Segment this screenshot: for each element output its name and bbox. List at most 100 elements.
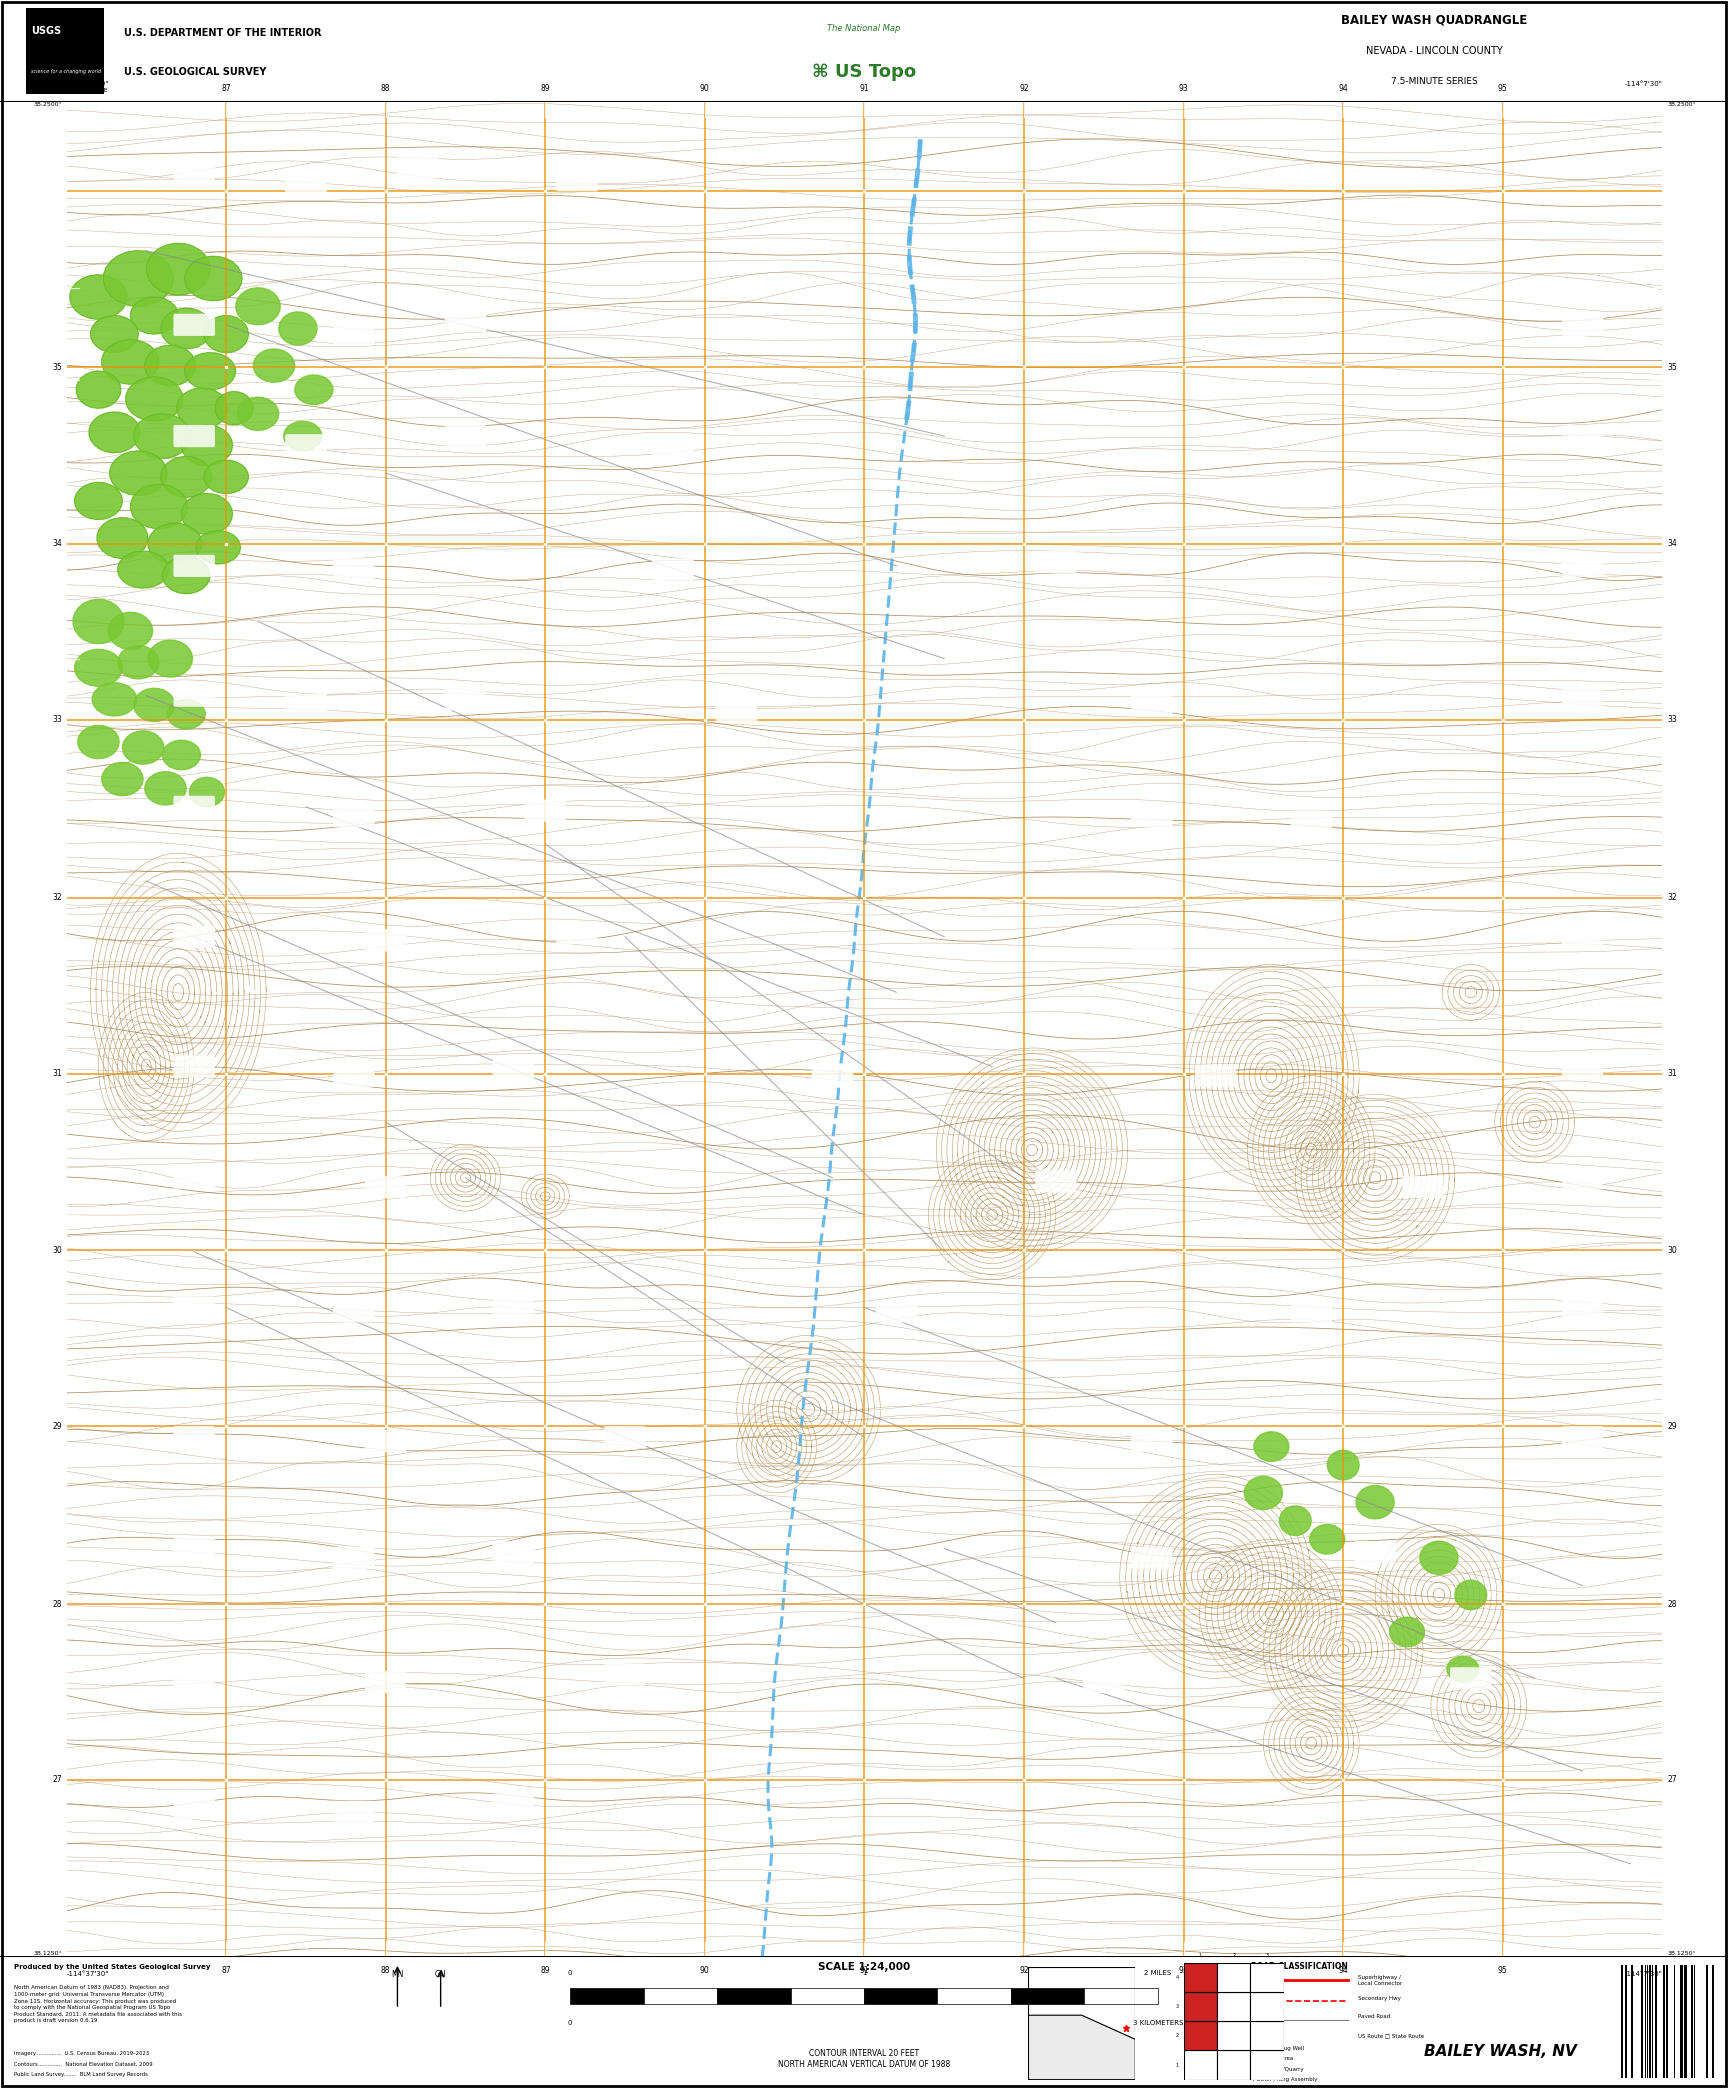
FancyBboxPatch shape (334, 557, 375, 580)
Polygon shape (147, 244, 211, 294)
Text: 91: 91 (859, 84, 869, 94)
Text: ⌘ US Topo: ⌘ US Topo (812, 63, 916, 81)
Text: 28: 28 (52, 1599, 62, 1608)
FancyBboxPatch shape (1562, 685, 1604, 706)
Text: 90: 90 (700, 1965, 710, 1975)
Polygon shape (162, 739, 200, 770)
FancyBboxPatch shape (173, 796, 214, 818)
Polygon shape (92, 683, 137, 716)
FancyBboxPatch shape (334, 1065, 375, 1088)
Bar (1655, 1965, 1657, 2078)
FancyBboxPatch shape (1130, 693, 1172, 716)
FancyBboxPatch shape (651, 434, 693, 457)
Text: 29: 29 (1668, 1422, 1676, 1430)
Polygon shape (161, 457, 213, 497)
Bar (1184, 1963, 1217, 1992)
Polygon shape (181, 493, 233, 535)
FancyBboxPatch shape (334, 806, 375, 827)
Text: 1: 1 (1175, 2063, 1178, 2067)
Text: Paved Road: Paved Road (1358, 2015, 1391, 2019)
Polygon shape (73, 599, 124, 643)
FancyBboxPatch shape (1562, 426, 1604, 447)
Text: 2: 2 (1175, 2034, 1178, 2038)
Text: 35: 35 (52, 363, 62, 372)
FancyBboxPatch shape (334, 1800, 375, 1823)
FancyBboxPatch shape (173, 1666, 214, 1689)
Bar (1251, 2050, 1284, 2080)
FancyBboxPatch shape (492, 1059, 534, 1082)
FancyBboxPatch shape (651, 557, 693, 580)
FancyBboxPatch shape (1291, 1301, 1332, 1322)
Text: US Route □ State Route: US Route □ State Route (1358, 2034, 1424, 2038)
Text: 92: 92 (1020, 84, 1028, 94)
FancyBboxPatch shape (173, 1537, 214, 1560)
FancyBboxPatch shape (1035, 1169, 1077, 1192)
Text: 89: 89 (541, 84, 550, 94)
Text: 30: 30 (52, 1247, 62, 1255)
FancyBboxPatch shape (1035, 551, 1077, 574)
FancyBboxPatch shape (1562, 1054, 1604, 1077)
Polygon shape (71, 276, 128, 319)
Text: BAILEY WASH QUADRANGLE: BAILEY WASH QUADRANGLE (1341, 15, 1528, 27)
Polygon shape (1244, 1476, 1282, 1510)
Text: 33: 33 (52, 716, 62, 725)
Polygon shape (126, 376, 183, 422)
FancyBboxPatch shape (1562, 1426, 1604, 1449)
Polygon shape (237, 397, 278, 430)
Text: 0: 0 (569, 2019, 572, 2025)
Polygon shape (1455, 1581, 1486, 1610)
Bar (937, 1988, 1011, 2004)
Polygon shape (76, 372, 121, 407)
Text: Imagery................  U.S. Census Bureau, 2019–2023: Imagery................ U.S. Census Bure… (14, 2050, 149, 2057)
FancyBboxPatch shape (173, 1426, 214, 1449)
Text: 33: 33 (1668, 716, 1676, 725)
FancyBboxPatch shape (173, 165, 214, 188)
Polygon shape (102, 762, 143, 796)
Polygon shape (214, 393, 254, 424)
Text: 3 Gravel Pit/Quarry: 3 Gravel Pit/Quarry (1251, 2067, 1303, 2071)
Text: North American Datum of 1983 (NAD83). Projection and
1000-meter grid: Universal : North American Datum of 1983 (NAD83). Pr… (14, 1986, 181, 2023)
Polygon shape (1310, 1524, 1344, 1553)
FancyBboxPatch shape (1355, 1541, 1396, 1564)
Polygon shape (185, 257, 242, 301)
Polygon shape (104, 251, 173, 307)
Polygon shape (190, 777, 225, 806)
FancyBboxPatch shape (365, 1430, 406, 1451)
Text: -114°7'30": -114°7'30" (1624, 1971, 1662, 1977)
FancyBboxPatch shape (173, 313, 214, 336)
Bar (1251, 1963, 1284, 1992)
FancyBboxPatch shape (715, 699, 757, 722)
FancyBboxPatch shape (556, 921, 598, 944)
Bar (1680, 1965, 1683, 2078)
FancyBboxPatch shape (285, 434, 327, 457)
FancyBboxPatch shape (492, 1794, 534, 1817)
Text: 95: 95 (1498, 84, 1507, 94)
Polygon shape (237, 288, 280, 326)
Polygon shape (1327, 1451, 1360, 1480)
Polygon shape (204, 459, 249, 493)
FancyBboxPatch shape (1450, 1666, 1491, 1689)
Text: Produced by the United States Geological Survey: Produced by the United States Geological… (14, 1965, 211, 1971)
FancyBboxPatch shape (173, 685, 214, 706)
Text: ᵀ486⁰⁰⁰m E: ᵀ486⁰⁰⁰m E (74, 88, 109, 94)
FancyBboxPatch shape (525, 800, 567, 823)
Text: MN: MN (391, 1969, 404, 1979)
Text: 3: 3 (1175, 2004, 1178, 2009)
Polygon shape (97, 518, 149, 557)
Polygon shape (254, 349, 295, 382)
Polygon shape (78, 725, 119, 758)
Text: 38.2500°: 38.2500° (1668, 102, 1695, 106)
FancyBboxPatch shape (1083, 1670, 1125, 1693)
Text: U.S. GEOLOGICAL SURVEY: U.S. GEOLOGICAL SURVEY (124, 67, 266, 77)
Text: 4 Other / King Assembly: 4 Other / King Assembly (1251, 2078, 1317, 2082)
Bar (1011, 1988, 1085, 2004)
Bar (1184, 2021, 1217, 2050)
FancyBboxPatch shape (812, 1065, 854, 1088)
Text: 7.5-MINUTE SERIES: 7.5-MINUTE SERIES (1391, 77, 1477, 86)
Bar (26, 8, 104, 94)
Text: 2 Subtidal Area: 2 Subtidal Area (1251, 2057, 1294, 2061)
Text: Secondary Hwy: Secondary Hwy (1358, 1996, 1401, 2000)
Polygon shape (1389, 1618, 1424, 1647)
FancyBboxPatch shape (1562, 1297, 1604, 1320)
FancyBboxPatch shape (605, 1426, 646, 1449)
